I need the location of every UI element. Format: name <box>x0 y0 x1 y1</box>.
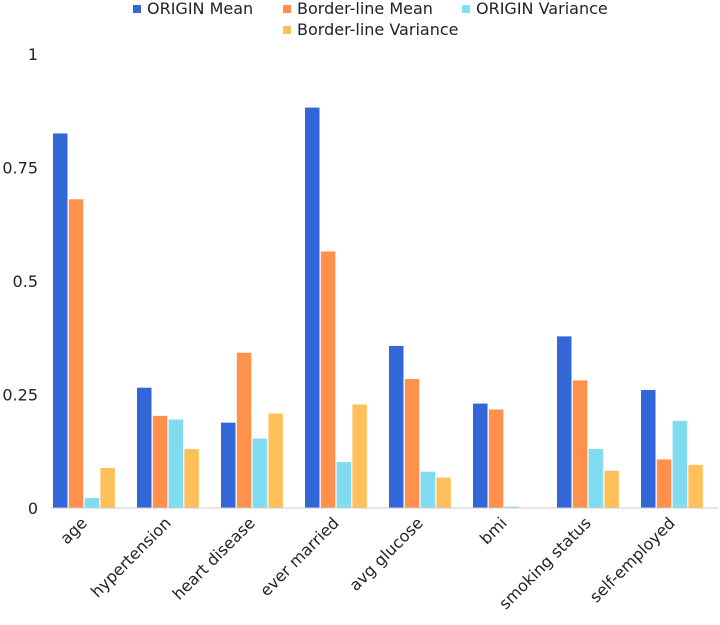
legend-swatch-border-line-mean <box>283 5 291 13</box>
bar-bmi-origin-variance <box>504 506 520 508</box>
bar-smoking-status-origin-variance <box>588 448 604 508</box>
x-tick-label-avg-glucose: avg glucose <box>345 513 426 594</box>
bar-heart-disease-origin-variance <box>252 438 268 508</box>
bar-bmi-border-line-mean <box>488 409 504 508</box>
bar-heart-disease-border-line-variance <box>268 413 283 508</box>
x-tick-label-bmi: bmi <box>476 513 511 548</box>
bar-ever-married-border-line-mean <box>320 251 336 509</box>
bar-avg-glucose-border-line-mean <box>404 379 420 508</box>
bar-self-employed-border-line-mean <box>656 459 672 508</box>
legend-swatch-border-line-variance <box>283 26 291 34</box>
bar-self-employed-border-line-variance <box>688 464 703 508</box>
x-tick-label-ever-married: ever married <box>256 513 343 600</box>
bar-self-employed-origin-variance <box>672 420 688 508</box>
y-tick-label: 1 <box>28 45 38 64</box>
legend-label-border-line-variance: Border-line Variance <box>297 20 458 39</box>
legend-label-origin-mean: ORIGIN Mean <box>147 0 253 18</box>
y-tick-label: 0.5 <box>13 272 38 291</box>
y-tick-label: 0.75 <box>2 159 38 178</box>
bar-avg-glucose-origin-variance <box>420 471 436 508</box>
bar-avg-glucose-origin-mean <box>389 345 404 508</box>
bars <box>53 107 703 509</box>
bar-avg-glucose-border-line-variance <box>436 477 451 508</box>
bar-heart-disease-origin-mean <box>221 422 236 508</box>
bar-heart-disease-border-line-mean <box>236 352 252 508</box>
x-tick-label-heart-disease: heart disease <box>169 513 259 603</box>
legend-swatch-origin-variance <box>462 5 470 13</box>
x-tick-label-smoking-status: smoking status <box>495 513 595 613</box>
bar-ever-married-origin-variance <box>336 462 352 508</box>
bar-smoking-status-border-line-mean <box>572 380 588 508</box>
bar-smoking-status-origin-mean <box>557 336 572 508</box>
x-tick-label-age: age <box>56 513 91 548</box>
bar-smoking-status-border-line-variance <box>604 470 619 508</box>
bar-age-border-line-mean <box>68 199 84 508</box>
bar-hypertension-origin-mean <box>137 387 152 508</box>
y-axis: 0 0.25 0.5 0.75 1 <box>2 45 38 518</box>
bar-ever-married-origin-mean <box>305 107 320 509</box>
bar-ever-married-border-line-variance <box>352 404 367 508</box>
bar-self-employed-origin-mean <box>641 389 656 508</box>
bar-hypertension-border-line-variance <box>184 448 199 508</box>
bar-age-border-line-variance <box>100 468 115 508</box>
y-tick-label: 0.25 <box>2 386 38 405</box>
bar-hypertension-border-line-mean <box>152 415 168 508</box>
legend-swatch-origin-mean <box>133 5 141 13</box>
legend-label-origin-variance: ORIGIN Variance <box>476 0 608 18</box>
legend-label-border-line-mean: Border-line Mean <box>297 0 433 18</box>
bar-bmi-origin-mean <box>473 403 488 508</box>
bar-hypertension-origin-variance <box>168 419 184 508</box>
bar-age-origin-variance <box>84 498 100 508</box>
x-tick-label-hypertension: hypertension <box>87 513 175 601</box>
legend: ORIGIN Mean Border-line Mean ORIGIN Varian… <box>133 0 608 39</box>
x-tick-label-self-employed: self-employed <box>586 513 679 606</box>
y-tick-label: 0 <box>28 499 38 518</box>
bar-age-origin-mean <box>53 133 68 508</box>
